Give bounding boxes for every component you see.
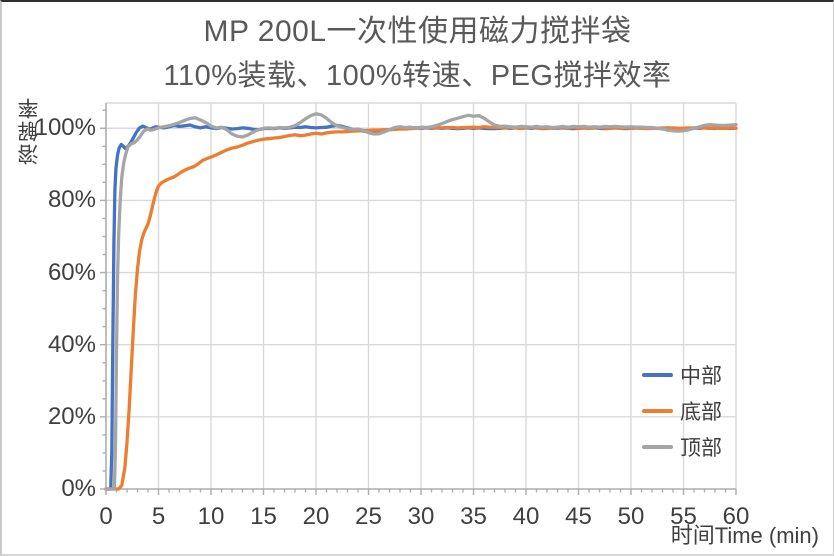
x-tick-label: 45 (565, 503, 592, 530)
x-tick-label: 55 (670, 503, 697, 530)
y-tick-label: 80% (47, 186, 96, 214)
y-tick-label: 100% (34, 114, 96, 142)
legend-label-top: 顶部 (680, 436, 722, 460)
series-line-2 (104, 112, 738, 491)
legend-label-middle: 中部 (680, 364, 722, 388)
y-tick-label: 20% (47, 402, 96, 430)
y-axis-title: 溶解率 (18, 96, 41, 165)
x-axis-title: 时间Time (min) (670, 523, 819, 548)
x-tick-label: 40 (512, 503, 540, 530)
x-tick-label: 30 (407, 503, 435, 530)
legend: 中部 底部 顶部 (642, 363, 722, 460)
y-tick-label: 60% (47, 258, 96, 286)
legend-label-bottom: 底部 (680, 400, 722, 424)
x-tick-label: 60 (722, 503, 750, 530)
x-tick-label: 0 (99, 503, 113, 530)
x-tick-label: 25 (355, 503, 382, 530)
chart-subtitle: 110%装载、100%转速、PEG搅拌效率 (163, 60, 672, 92)
legend-swatch-top (642, 444, 673, 449)
y-tick-label: 40% (47, 330, 96, 358)
chart-title: MP 200L一次性使用磁力搅拌袋 (203, 15, 632, 48)
legend-item-top: 顶部 (642, 435, 722, 460)
x-tick-label: 10 (197, 503, 225, 530)
y-tick-label: 0% (61, 475, 96, 502)
legend-swatch-bottom (642, 408, 673, 413)
x-tick-label: 35 (460, 503, 487, 530)
x-tick-label: 50 (617, 503, 645, 530)
x-tick-label: 15 (250, 503, 277, 530)
x-tick-label: 5 (151, 503, 166, 530)
legend-item-bottom: 底部 (642, 399, 722, 424)
legend-swatch-middle (642, 372, 673, 377)
x-tick-label: 20 (302, 503, 330, 530)
legend-item-middle: 中部 (642, 363, 722, 388)
